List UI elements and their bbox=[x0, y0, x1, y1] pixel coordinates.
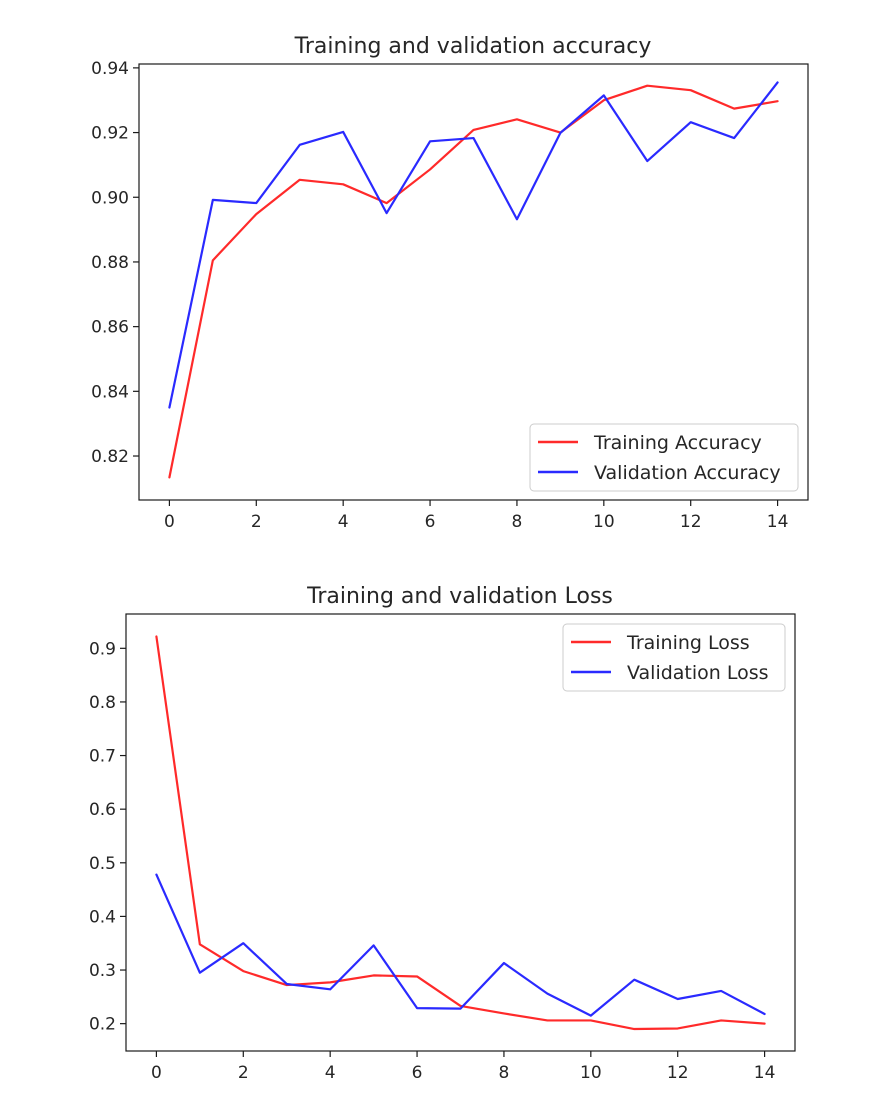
x-tick-label: 8 bbox=[499, 1063, 510, 1083]
series-line-training-loss bbox=[155, 635, 766, 1031]
y-tick-label: 0.4 bbox=[89, 907, 116, 927]
y-tick-label: 0.7 bbox=[89, 747, 116, 767]
x-tick-label: 10 bbox=[580, 1063, 602, 1083]
accuracy-legend-box bbox=[529, 423, 799, 492]
loss-x-ticks: 0 2 4 6 8 10 12 14 bbox=[151, 1051, 775, 1083]
loss-legend-box bbox=[562, 623, 786, 692]
x-tick-label: 4 bbox=[325, 1063, 336, 1083]
series-line-training-accuracy bbox=[168, 84, 779, 479]
y-tick-label: 0.84 bbox=[91, 382, 129, 402]
y-tick-label: 0.92 bbox=[91, 124, 129, 144]
accuracy-plot-lines bbox=[168, 81, 779, 479]
accuracy-chart: Training and validation accuracy 0 2 4 6 8 10… bbox=[91, 34, 809, 532]
x-tick-label: 4 bbox=[338, 512, 349, 532]
y-tick-label: 0.82 bbox=[91, 447, 129, 467]
series-line-validation-loss bbox=[155, 873, 766, 1017]
legend-label-training-loss: Training Loss bbox=[626, 632, 750, 654]
x-tick-label: 2 bbox=[238, 1063, 249, 1083]
legend-label-training-accuracy: Training Accuracy bbox=[593, 432, 762, 454]
x-tick-label: 6 bbox=[425, 512, 436, 532]
y-tick-label: 0.86 bbox=[91, 318, 129, 338]
y-tick-label: 0.9 bbox=[89, 639, 116, 659]
accuracy-plot-frame bbox=[138, 63, 809, 501]
y-tick-label: 0.3 bbox=[89, 961, 116, 981]
loss-chart: Training and validation Loss 0 2 4 6 8 10 12 14… bbox=[89, 584, 796, 1083]
x-tick-label: 14 bbox=[767, 512, 789, 532]
x-tick-label: 14 bbox=[754, 1063, 776, 1083]
x-tick-label: 0 bbox=[164, 512, 175, 532]
series-line-validation-accuracy bbox=[168, 81, 779, 409]
accuracy-y-ticks: 0.82 0.84 0.86 0.88 0.90 0.92 0.94 bbox=[91, 59, 139, 467]
y-tick-label: 0.2 bbox=[89, 1015, 116, 1035]
legend-label-validation-accuracy: Validation Accuracy bbox=[594, 462, 781, 484]
loss-plot-lines bbox=[155, 635, 766, 1031]
y-tick-label: 0.5 bbox=[89, 854, 116, 874]
x-tick-label: 8 bbox=[512, 512, 523, 532]
y-tick-label: 0.94 bbox=[91, 59, 129, 79]
loss-plot-frame bbox=[125, 613, 796, 1052]
x-tick-label: 10 bbox=[593, 512, 615, 532]
x-tick-label: 12 bbox=[667, 1063, 689, 1083]
x-tick-label: 2 bbox=[251, 512, 262, 532]
loss-legend: Training Loss Validation Loss bbox=[562, 623, 786, 692]
accuracy-chart-title: Training and validation accuracy bbox=[294, 34, 652, 59]
y-tick-label: 0.8 bbox=[89, 693, 116, 713]
legend-label-validation-loss: Validation Loss bbox=[627, 662, 769, 684]
accuracy-x-ticks: 0 2 4 6 8 10 12 14 bbox=[164, 500, 788, 532]
y-tick-label: 0.90 bbox=[91, 188, 129, 208]
x-tick-label: 0 bbox=[151, 1063, 162, 1083]
loss-chart-title: Training and validation Loss bbox=[306, 584, 613, 609]
loss-y-ticks: 0.2 0.3 0.4 0.5 0.6 0.7 0.8 0.9 bbox=[89, 639, 126, 1035]
accuracy-legend: Training Accuracy Validation Accuracy bbox=[529, 423, 799, 492]
y-tick-label: 0.88 bbox=[91, 253, 129, 273]
y-tick-label: 0.6 bbox=[89, 800, 116, 820]
x-tick-label: 6 bbox=[412, 1063, 423, 1083]
x-tick-label: 12 bbox=[680, 512, 702, 532]
